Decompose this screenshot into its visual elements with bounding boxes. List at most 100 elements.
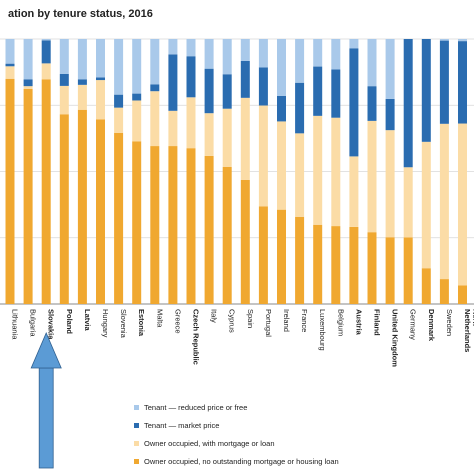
bar-segment-bulgaria-s1 xyxy=(23,86,33,89)
category-label-denmark: Denmark xyxy=(427,309,436,342)
bar-segment-hungary-s1 xyxy=(96,80,105,120)
bar-segment-slovenia-s0 xyxy=(114,132,124,304)
annotation-arrow xyxy=(30,331,62,469)
category-label-malta: Malta xyxy=(155,309,164,328)
bar-segment-austria-s2 xyxy=(349,48,359,157)
bar-segment-austria-s3 xyxy=(349,39,359,49)
bar-segment-portugal-s0 xyxy=(258,206,268,304)
bar-segment-poland-s1 xyxy=(59,85,69,115)
gridlines xyxy=(0,38,474,305)
bar-segment-finland-s3 xyxy=(367,39,377,87)
category-labels: Lithuania Bulgaria Slovakia Poland Latvia Hun… xyxy=(11,309,474,367)
bar-segment-italy-s3 xyxy=(204,39,214,69)
category-label-finland: Finland xyxy=(373,309,382,336)
category-label-poland: Poland xyxy=(65,309,74,334)
bar-segment-ireland-s1 xyxy=(277,121,286,210)
bar-segment-luxembourg-s3 xyxy=(313,39,323,67)
category-label-latvia: Latvia xyxy=(83,309,92,332)
bar-segment-estonia-s2 xyxy=(132,93,142,101)
bar-segment-finland-s2 xyxy=(367,86,377,121)
bar-segment-lithuania-s0 xyxy=(5,78,15,304)
bar-segment-latvia-s1 xyxy=(77,84,87,110)
category-label-bulgaria: Bulgaria xyxy=(29,309,38,337)
legend-swatch-3 xyxy=(134,459,139,464)
category-label-portugal: Portugal xyxy=(264,309,273,337)
bar-segment-italy-s0 xyxy=(204,155,214,304)
bar-segment-hungary-s3 xyxy=(96,39,105,78)
category-label-germany: Germany xyxy=(409,309,418,340)
legend-swatch-1 xyxy=(134,423,139,428)
bar-segment-portugal-s3 xyxy=(258,39,268,68)
bar-segment-france-s0 xyxy=(295,216,305,304)
bar-segment-sweden-s0 xyxy=(439,279,449,304)
bar-segment-lithuania-s2 xyxy=(5,63,15,67)
bar-segment-cyprus-s1 xyxy=(222,108,232,167)
category-label-spain: Spain xyxy=(246,309,255,328)
bar-segment-austria-s0 xyxy=(349,226,359,304)
bar-segment-luxembourg-s2 xyxy=(313,66,323,116)
bar-segment-greece-s1 xyxy=(168,110,178,147)
category-label-slovakia: Slovakia xyxy=(47,309,56,340)
bar-segment-luxembourg-s1 xyxy=(313,115,323,225)
category-label-greece: Greece xyxy=(173,309,182,334)
legend-swatch-0 xyxy=(134,405,139,410)
bar-segment-slovenia-s2 xyxy=(114,94,124,108)
bar-segment-greece-s3 xyxy=(168,39,178,55)
bar-segment-france-s3 xyxy=(295,39,305,83)
bar-segment-united-kingdom-s2 xyxy=(385,98,395,131)
bar-segment-austria-s1 xyxy=(349,156,359,227)
category-label-france: France xyxy=(300,309,309,332)
legend-label-2: Owner occupied, with mortgage or loan xyxy=(144,439,275,448)
bar-segment-portugal-s2 xyxy=(258,67,268,106)
bar-segment-germany-s2 xyxy=(403,39,413,168)
bar-segment-portugal-s1 xyxy=(258,105,268,207)
bar-segment-lithuania-s1 xyxy=(5,66,15,79)
bar-segment-ireland-s0 xyxy=(277,209,286,304)
category-label-italy: Italy xyxy=(210,309,219,323)
bar-segment-poland-s2 xyxy=(59,73,69,86)
bar-segment-greece-s2 xyxy=(168,54,178,111)
category-label-luxembourg: Luxembourg xyxy=(318,309,327,351)
bar-segment-malta-s2 xyxy=(150,84,160,92)
bar-segment-slovenia-s1 xyxy=(114,107,124,133)
bar-segment-italy-s2 xyxy=(204,68,214,114)
bar-segment-belgium-s3 xyxy=(331,39,341,70)
bar-segment-bulgaria-s3 xyxy=(23,39,33,80)
bar-segment-finland-s1 xyxy=(367,120,377,233)
bar-segment-czech-republic-s3 xyxy=(186,39,196,57)
category-label-netherlands: Netherlands xyxy=(463,309,472,352)
bar-segment-czech-republic-s1 xyxy=(186,97,196,149)
bar-segment-spain-s2 xyxy=(240,60,250,98)
bar-segment-netherlands-s0 xyxy=(458,285,467,304)
bar-segment-spain-s3 xyxy=(240,39,250,61)
bar-segment-slovakia-s1 xyxy=(41,63,51,80)
bar-segment-cyprus-s3 xyxy=(222,39,232,75)
bar-segment-latvia-s2 xyxy=(77,79,87,85)
bar-segment-poland-s0 xyxy=(59,114,69,304)
bar-segment-cyprus-s0 xyxy=(222,166,232,304)
bar-segment-france-s2 xyxy=(295,82,305,134)
bar-segment-malta-s3 xyxy=(150,39,160,85)
bar-segment-czech-republic-s2 xyxy=(186,56,196,98)
bar-segment-netherlands-s1 xyxy=(458,123,467,286)
bar-segment-cyprus-s2 xyxy=(222,74,232,109)
bar-segment-germany-s1 xyxy=(403,167,413,238)
category-label-ireland: Ireland xyxy=(282,309,291,332)
bar-segment-bulgaria-s2 xyxy=(23,79,33,87)
bar-segment-netherlands-s3 xyxy=(458,39,467,42)
category-label-hungary: Hungary xyxy=(101,309,110,338)
bar-segment-bulgaria-s0 xyxy=(23,88,33,304)
bar-segment-czech-republic-s0 xyxy=(186,148,196,304)
bar-segment-slovenia-s3 xyxy=(114,39,124,95)
category-label-estonia: Estonia xyxy=(137,309,146,337)
bar-segment-sweden-s2 xyxy=(439,40,449,124)
category-label-belgium: Belgium xyxy=(336,309,345,336)
bar-segment-estonia-s3 xyxy=(132,39,142,94)
category-label-czech-republic: Czech Republic xyxy=(192,309,201,365)
legend-label-1: Tenant — market price xyxy=(144,421,219,430)
bar-segment-estonia-s1 xyxy=(132,100,142,142)
bar-segment-united-kingdom-s1 xyxy=(385,130,395,238)
category-label-lithuania: Lithuania xyxy=(11,309,20,340)
bar-segment-italy-s1 xyxy=(204,113,214,156)
